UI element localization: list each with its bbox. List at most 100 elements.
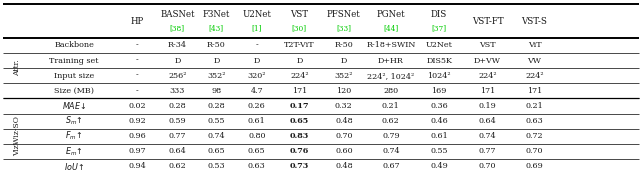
Text: 0.92: 0.92 xyxy=(128,117,146,125)
Text: 0.36: 0.36 xyxy=(430,102,448,110)
Text: 0.76: 0.76 xyxy=(290,147,309,155)
Text: 0.77: 0.77 xyxy=(168,132,186,140)
Text: 0.65: 0.65 xyxy=(248,147,266,155)
Text: DIS: DIS xyxy=(431,10,447,19)
Text: Training set: Training set xyxy=(49,57,99,64)
Text: Input size: Input size xyxy=(54,72,94,80)
Text: 0.62: 0.62 xyxy=(168,163,186,170)
Text: 0.70: 0.70 xyxy=(525,147,543,155)
Text: 0.74: 0.74 xyxy=(207,132,225,140)
Text: 0.64: 0.64 xyxy=(168,147,186,155)
Text: 224²: 224² xyxy=(478,72,497,80)
Text: 0.73: 0.73 xyxy=(290,163,309,170)
Text: 0.77: 0.77 xyxy=(479,147,496,155)
Text: VST-FT: VST-FT xyxy=(472,17,503,26)
Text: 0.17: 0.17 xyxy=(290,102,309,110)
Text: D: D xyxy=(340,57,347,64)
Text: Backbone: Backbone xyxy=(54,41,94,49)
Text: 0.63: 0.63 xyxy=(525,117,543,125)
Text: D: D xyxy=(296,57,303,64)
Text: 0.64: 0.64 xyxy=(479,117,497,125)
Text: 280: 280 xyxy=(383,87,399,95)
Text: 0.60: 0.60 xyxy=(335,147,353,155)
Text: 0.55: 0.55 xyxy=(207,117,225,125)
Text: 0.48: 0.48 xyxy=(335,117,353,125)
Text: Attr.: Attr. xyxy=(13,60,22,76)
Text: 0.70: 0.70 xyxy=(479,163,496,170)
Text: 0.61: 0.61 xyxy=(430,132,448,140)
Text: 0.49: 0.49 xyxy=(430,163,448,170)
Text: $F_m$↑: $F_m$↑ xyxy=(65,130,83,142)
Text: 333: 333 xyxy=(170,87,185,95)
Text: T2T-ViT: T2T-ViT xyxy=(284,41,315,49)
Text: 0.79: 0.79 xyxy=(382,132,399,140)
Text: R-34: R-34 xyxy=(168,41,187,49)
Text: 0.74: 0.74 xyxy=(479,132,496,140)
Text: D: D xyxy=(213,57,220,64)
Text: 4.7: 4.7 xyxy=(250,87,263,95)
Text: [30]: [30] xyxy=(292,24,307,33)
Text: -: - xyxy=(136,72,138,80)
Text: R-50: R-50 xyxy=(207,41,226,49)
Text: 320²: 320² xyxy=(248,72,266,80)
Text: 0.02: 0.02 xyxy=(128,102,146,110)
Text: 0.65: 0.65 xyxy=(207,147,225,155)
Text: ViT: ViT xyxy=(528,41,541,49)
Text: 0.28: 0.28 xyxy=(207,102,225,110)
Text: 0.53: 0.53 xyxy=(207,163,225,170)
Text: [43]: [43] xyxy=(209,24,224,33)
Text: VST: VST xyxy=(291,10,308,19)
Text: 98: 98 xyxy=(211,87,221,95)
Text: D: D xyxy=(174,57,180,64)
Text: U2Net: U2Net xyxy=(243,10,271,19)
Text: 352²: 352² xyxy=(335,72,353,80)
Text: 120: 120 xyxy=(336,87,351,95)
Text: F3Net: F3Net xyxy=(203,10,230,19)
Text: 0.72: 0.72 xyxy=(525,132,543,140)
Text: 0.26: 0.26 xyxy=(248,102,266,110)
Text: 0.65: 0.65 xyxy=(290,117,309,125)
Text: $IoU$↑: $IoU$↑ xyxy=(64,161,84,172)
Text: 169: 169 xyxy=(431,87,447,95)
Text: [1]: [1] xyxy=(252,24,262,33)
Text: 171: 171 xyxy=(292,87,307,95)
Text: 224²: 224² xyxy=(290,72,308,80)
Text: 0.28: 0.28 xyxy=(168,102,186,110)
Text: 0.94: 0.94 xyxy=(128,163,146,170)
Text: 0.59: 0.59 xyxy=(168,117,186,125)
Text: Size (MB): Size (MB) xyxy=(54,87,94,95)
Text: 0.21: 0.21 xyxy=(382,102,400,110)
Text: 224², 1024²: 224², 1024² xyxy=(367,72,415,80)
Text: $E_m$↑: $E_m$↑ xyxy=(65,145,83,158)
Text: [37]: [37] xyxy=(431,24,447,33)
Text: -: - xyxy=(136,41,138,49)
Text: 0.67: 0.67 xyxy=(382,163,399,170)
Text: 1024²: 1024² xyxy=(428,72,451,80)
Text: $S_m$↑: $S_m$↑ xyxy=(65,115,83,127)
Text: -: - xyxy=(136,87,138,95)
Text: 0.48: 0.48 xyxy=(335,163,353,170)
Text: 171: 171 xyxy=(527,87,542,95)
Text: VST: VST xyxy=(479,41,496,49)
Text: -: - xyxy=(136,57,138,64)
Text: [38]: [38] xyxy=(170,24,185,33)
Text: 0.46: 0.46 xyxy=(430,117,448,125)
Text: BASNet: BASNet xyxy=(160,10,195,19)
Text: 0.55: 0.55 xyxy=(431,147,448,155)
Text: D+HR: D+HR xyxy=(378,57,404,64)
Text: HP: HP xyxy=(131,17,143,26)
Text: 0.96: 0.96 xyxy=(128,132,146,140)
Text: D: D xyxy=(253,57,260,64)
Text: 0.21: 0.21 xyxy=(525,102,543,110)
Text: R-50: R-50 xyxy=(335,41,353,49)
Text: [44]: [44] xyxy=(383,24,399,33)
Text: DIS5K: DIS5K xyxy=(426,57,452,64)
Text: D+VW: D+VW xyxy=(474,57,501,64)
Text: U2Net: U2Net xyxy=(426,41,452,49)
Text: VW: VW xyxy=(527,57,541,64)
Text: 0.62: 0.62 xyxy=(382,117,400,125)
Text: 352²: 352² xyxy=(207,72,226,80)
Text: 0.83: 0.83 xyxy=(290,132,309,140)
Text: 0.61: 0.61 xyxy=(248,117,266,125)
Text: R-18+SWIN: R-18+SWIN xyxy=(366,41,415,49)
